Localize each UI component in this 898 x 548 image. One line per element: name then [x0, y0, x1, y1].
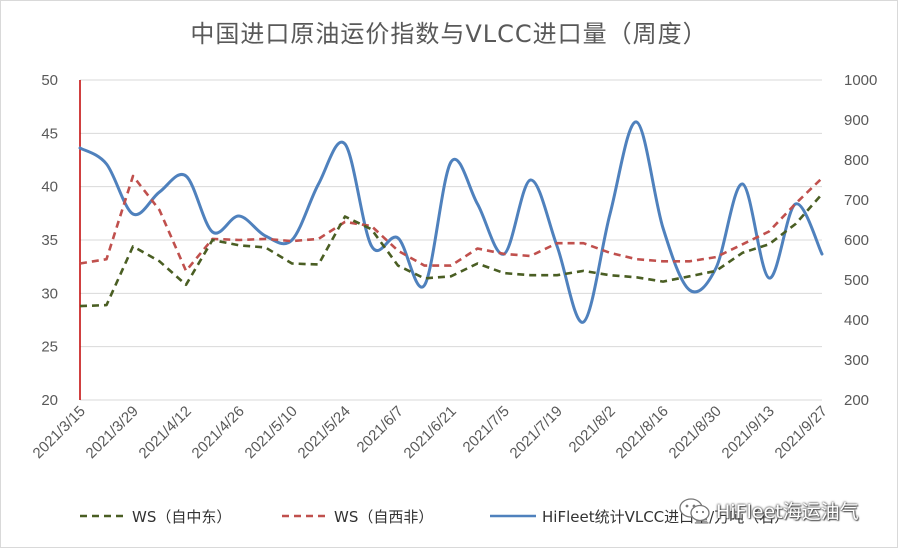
- series-layer: [78, 120, 824, 324]
- x-tick-label: 2021/3/15: [30, 403, 89, 462]
- y-right-tick-label: 700: [844, 192, 869, 209]
- series-line-1: [79, 193, 823, 308]
- x-tick-label: 2021/8/2: [566, 403, 619, 456]
- legend-label: WS（自西非）: [334, 508, 433, 526]
- y-right-tick-label: 600: [844, 232, 869, 249]
- x-tick-label: 2021/5/24: [295, 403, 354, 462]
- x-tick-label: 2021/4/26: [189, 403, 248, 462]
- y-right-tick-label: 900: [844, 112, 869, 129]
- y-right-tick-label: 400: [844, 312, 869, 329]
- series-line-3: [78, 120, 824, 324]
- watermark-text: HiFleet海运油气: [716, 501, 859, 523]
- x-tick-label: 2021/6/21: [401, 403, 460, 462]
- x-tick-label: 2021/5/10: [242, 403, 301, 462]
- x-tick-label: 2021/8/16: [613, 403, 672, 462]
- x-tick-label: 2021/3/29: [83, 403, 142, 462]
- legend: WS（自中东） WS（自西非） HiFleet统计VLCC进口量/万吨（右）: [80, 508, 789, 526]
- legend-label: WS（自中东）: [132, 508, 231, 526]
- y-left-tick-label: 25: [41, 339, 58, 356]
- y-right-tick-label: 200: [844, 392, 869, 409]
- y-left-tick-label: 35: [41, 232, 58, 249]
- x-tick-label: 2021/9/13: [719, 403, 778, 462]
- y-right-tick-label: 1000: [844, 72, 877, 89]
- gridlines: [80, 79, 822, 401]
- chart-title: 中国进口原油运价指数与VLCC进口量（周度）: [190, 20, 708, 48]
- watermark: HiFleet海运油气: [678, 497, 878, 523]
- x-tick-label: 2021/7/19: [507, 403, 566, 462]
- y-left-tick-label: 45: [41, 125, 58, 142]
- y-right-tick-label: 300: [844, 352, 869, 369]
- x-tick-label: 2021/4/12: [136, 403, 195, 462]
- x-tick-label: 2021/9/27: [772, 403, 831, 462]
- wechat-icon: [679, 498, 710, 522]
- legend-label: HiFleet统计VLCC进口量/万吨（右）: [542, 508, 789, 526]
- x-tick-label: 2021/8/30: [666, 403, 725, 462]
- x-tick-label: 2021/6/7: [354, 403, 407, 456]
- x-tick-label: 2021/7/5: [460, 403, 513, 456]
- y-left-tick-label: 50: [41, 72, 58, 89]
- axes: 20 25 30 35 40 45 50 200 300 400 500 600 700 800 900 10…: [30, 72, 878, 462]
- y-right-tick-label: 500: [844, 272, 869, 289]
- y-left-tick-label: 30: [41, 285, 58, 302]
- y-left-tick-label: 20: [41, 392, 58, 409]
- y-left-tick-label: 40: [41, 179, 58, 196]
- series-line-2: [79, 174, 823, 273]
- y-right-tick-label: 800: [844, 152, 869, 169]
